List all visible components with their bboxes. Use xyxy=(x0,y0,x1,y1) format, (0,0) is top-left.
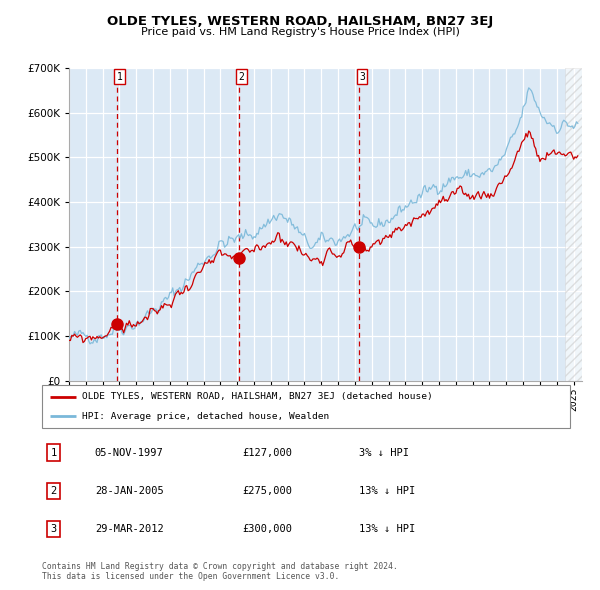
Text: 13% ↓ HPI: 13% ↓ HPI xyxy=(359,486,415,496)
Text: 1: 1 xyxy=(116,72,122,82)
Text: 3: 3 xyxy=(359,72,365,82)
Text: 28-JAN-2005: 28-JAN-2005 xyxy=(95,486,164,496)
Text: Contains HM Land Registry data © Crown copyright and database right 2024.
This d: Contains HM Land Registry data © Crown c… xyxy=(42,562,398,581)
Text: 2: 2 xyxy=(239,72,244,82)
Text: HPI: Average price, detached house, Wealden: HPI: Average price, detached house, Weal… xyxy=(82,412,329,421)
Text: Price paid vs. HM Land Registry's House Price Index (HPI): Price paid vs. HM Land Registry's House … xyxy=(140,27,460,37)
Text: 3: 3 xyxy=(50,525,57,534)
Text: £127,000: £127,000 xyxy=(242,448,293,457)
Text: OLDE TYLES, WESTERN ROAD, HAILSHAM, BN27 3EJ (detached house): OLDE TYLES, WESTERN ROAD, HAILSHAM, BN27… xyxy=(82,392,433,401)
Text: OLDE TYLES, WESTERN ROAD, HAILSHAM, BN27 3EJ: OLDE TYLES, WESTERN ROAD, HAILSHAM, BN27… xyxy=(107,15,493,28)
Text: 2: 2 xyxy=(50,486,57,496)
Text: 1: 1 xyxy=(50,448,57,457)
FancyBboxPatch shape xyxy=(42,385,570,428)
Text: 3% ↓ HPI: 3% ↓ HPI xyxy=(359,448,409,457)
Text: 05-NOV-1997: 05-NOV-1997 xyxy=(95,448,164,457)
Text: £275,000: £275,000 xyxy=(242,486,293,496)
Text: 29-MAR-2012: 29-MAR-2012 xyxy=(95,525,164,534)
Text: £300,000: £300,000 xyxy=(242,525,293,534)
Text: 13% ↓ HPI: 13% ↓ HPI xyxy=(359,525,415,534)
